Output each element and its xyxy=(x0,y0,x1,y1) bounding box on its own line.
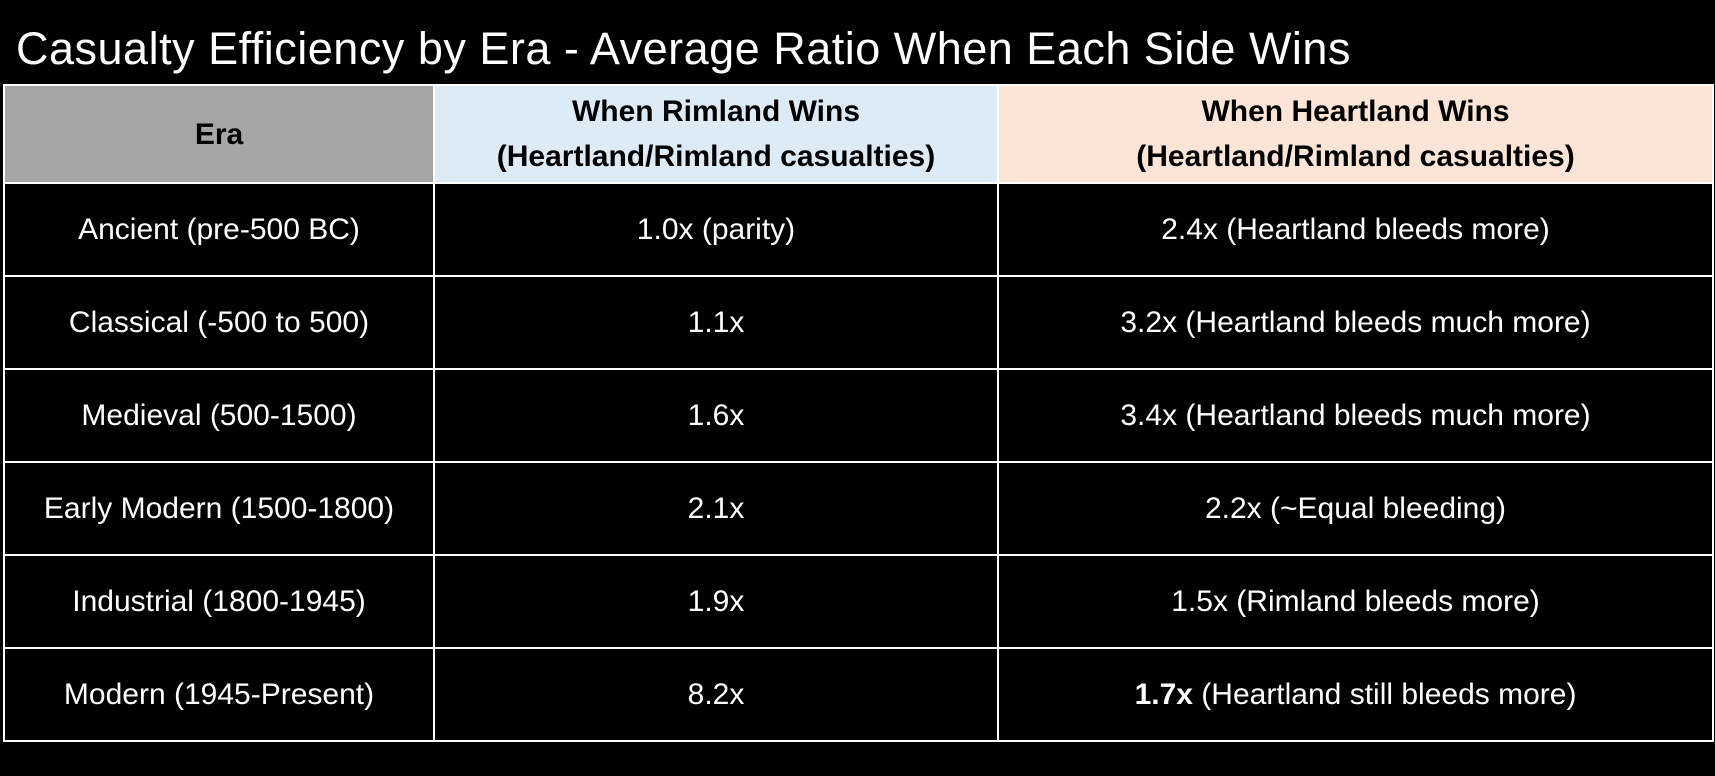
heartland-ratio-note: (Heartland still bleeds more) xyxy=(1192,677,1577,711)
header-row: Era When Rimland Wins (Heartland/Rimland… xyxy=(3,84,1714,185)
era-cell: Ancient (pre-500 BC) xyxy=(3,182,435,278)
rimland-ratio-cell: 1.1x xyxy=(433,275,999,371)
era-cell: Classical (-500 to 500) xyxy=(3,275,435,371)
rimland-ratio-cell: 2.1x xyxy=(433,461,999,557)
header-era: Era xyxy=(3,84,435,185)
header-heartland-wins: When Heartland Wins (Heartland/Rimland c… xyxy=(997,84,1714,185)
rimland-ratio-cell: 1.6x xyxy=(433,368,999,464)
heartland-ratio-cell: 2.4x (Heartland bleeds more) xyxy=(997,182,1714,278)
page-title: Casualty Efficiency by Era - Average Rat… xyxy=(16,23,1351,74)
header-era-label: Era xyxy=(194,117,244,151)
heartland-ratio-note: (Rimland bleeds more) xyxy=(1227,584,1540,618)
heartland-ratio-value: 3.2x xyxy=(1120,305,1178,339)
heartland-ratio-value: 1.7x xyxy=(1134,677,1193,711)
table-row: Classical (-500 to 500) 1.1x 3.2x (Heartla… xyxy=(3,275,1714,371)
heartland-ratio-value: 1.5x xyxy=(1171,584,1228,618)
rimland-ratio-cell: 1.0x (parity) xyxy=(433,182,999,278)
heartland-ratio-note: (Heartland bleeds more) xyxy=(1217,212,1550,246)
heartland-ratio-cell: 1.5x (Rimland bleeds more) xyxy=(997,554,1714,650)
rimland-ratio-cell: 8.2x xyxy=(433,647,999,743)
heartland-ratio-value: 2.4x xyxy=(1161,212,1218,246)
era-cell: Medieval (500-1500) xyxy=(3,368,435,464)
heartland-ratio-value: 2.2x xyxy=(1204,491,1262,525)
heartland-ratio-cell: 2.2x (~Equal bleeding) xyxy=(997,461,1714,557)
table-row: Ancient (pre-500 BC) 1.0x (parity) 2.4x (H… xyxy=(3,182,1714,278)
era-cell: Industrial (1800-1945) xyxy=(3,554,435,650)
heartland-ratio-note: (Heartland bleeds much more) xyxy=(1177,398,1591,432)
header-heartland-line2: (Heartland/Rimland casualties) xyxy=(1136,140,1575,174)
header-rimland-line1: When Rimland Wins xyxy=(571,95,861,129)
table-row: Industrial (1800-1945) 1.9x 1.5x (Rimland … xyxy=(3,554,1714,650)
table-row: Medieval (500-1500) 1.6x 3.4x (Heartland b… xyxy=(3,368,1714,464)
header-rimland-line2: (Heartland/Rimland casualties) xyxy=(496,140,936,174)
header-heartland-line1: When Heartland Wins xyxy=(1201,95,1510,129)
rimland-ratio-cell: 1.9x xyxy=(433,554,999,650)
heartland-ratio-note: (~Equal bleeding) xyxy=(1261,491,1507,525)
era-cell: Modern (1945-Present) xyxy=(3,647,435,743)
casualty-efficiency-table: Era When Rimland Wins (Heartland/Rimland… xyxy=(3,84,1714,743)
table-row: Modern (1945-Present) 8.2x 1.7x (Heartland… xyxy=(3,647,1714,743)
heartland-ratio-note: (Heartland bleeds much more) xyxy=(1177,305,1591,339)
era-cell: Early Modern (1500-1800) xyxy=(3,461,435,557)
header-rimland-wins: When Rimland Wins (Heartland/Rimland cas… xyxy=(433,84,999,185)
heartland-ratio-cell: 3.2x (Heartland bleeds much more) xyxy=(997,275,1714,371)
heartland-ratio-cell: 1.7x (Heartland still bleeds more) xyxy=(997,647,1714,743)
heartland-ratio-value: 3.4x xyxy=(1120,398,1178,432)
table-row: Early Modern (1500-1800) 2.1x 2.2x (~Equal… xyxy=(3,461,1714,557)
table-body: Ancient (pre-500 BC) 1.0x (parity) 2.4x (H… xyxy=(3,182,1714,743)
heartland-ratio-cell: 3.4x (Heartland bleeds much more) xyxy=(997,368,1714,464)
